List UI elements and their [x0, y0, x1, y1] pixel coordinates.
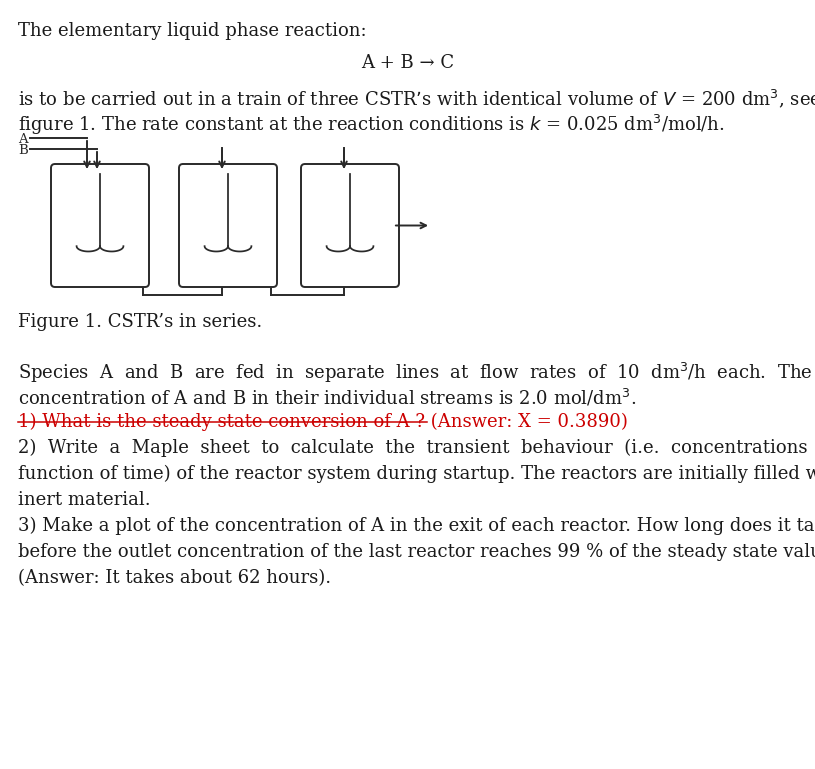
- Text: inert material.: inert material.: [18, 491, 151, 509]
- Text: B: B: [18, 144, 28, 157]
- Text: The elementary liquid phase reaction:: The elementary liquid phase reaction:: [18, 22, 367, 40]
- Text: 1) What is the steady state conversion of A ? (Answer: X = 0.3890): 1) What is the steady state conversion o…: [18, 413, 628, 431]
- Text: A + B → C: A + B → C: [361, 54, 454, 72]
- Text: before the outlet concentration of the last reactor reaches 99 % of the steady s: before the outlet concentration of the l…: [18, 543, 815, 561]
- Text: Species  A  and  B  are  fed  in  separate  lines  at  flow  rates  of  10  dm$^: Species A and B are fed in separate line…: [18, 361, 813, 385]
- Text: Figure 1. CSTR’s in series.: Figure 1. CSTR’s in series.: [18, 313, 262, 331]
- FancyBboxPatch shape: [301, 164, 399, 287]
- Text: 3) Make a plot of the concentration of A in the exit of each reactor. How long d: 3) Make a plot of the concentration of A…: [18, 517, 815, 535]
- Text: figure 1. The rate constant at the reaction conditions is $\mathit{k}$ = 0.025 d: figure 1. The rate constant at the react…: [18, 113, 725, 137]
- FancyBboxPatch shape: [179, 164, 277, 287]
- Text: 2)  Write  a  Maple  sheet  to  calculate  the  transient  behaviour  (i.e.  con: 2) Write a Maple sheet to calculate the …: [18, 439, 815, 458]
- Text: concentration of A and B in their individual streams is 2.0 mol/dm$^3$.: concentration of A and B in their indivi…: [18, 387, 637, 408]
- Text: is to be carried out in a train of three CSTR’s with identical volume of $\mathi: is to be carried out in a train of three…: [18, 88, 815, 111]
- FancyBboxPatch shape: [51, 164, 149, 287]
- Text: (Answer: It takes about 62 hours).: (Answer: It takes about 62 hours).: [18, 569, 331, 587]
- Text: A: A: [18, 133, 28, 146]
- Text: function of time) of the reactor system during startup. The reactors are initial: function of time) of the reactor system …: [18, 465, 815, 483]
